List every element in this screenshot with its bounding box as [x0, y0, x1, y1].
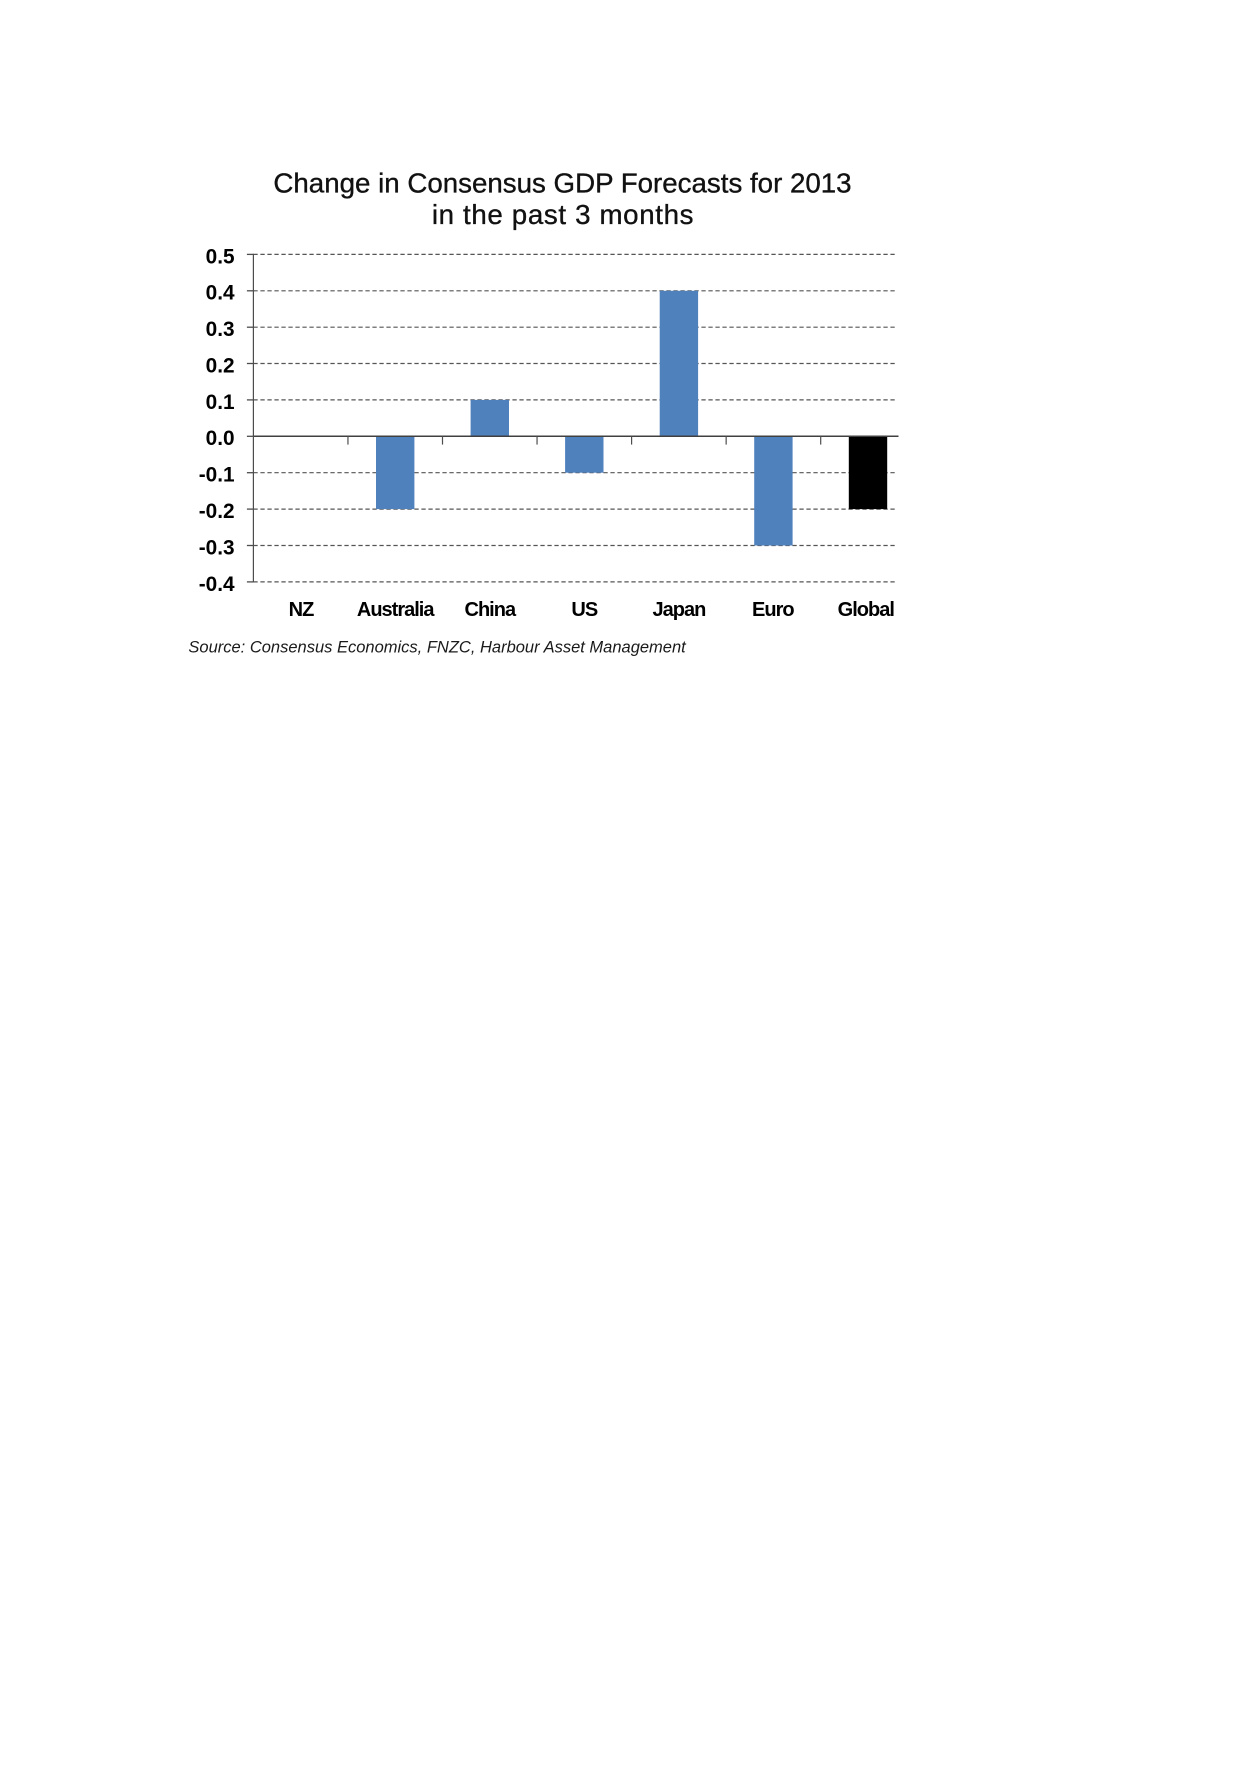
svg-text:0.5: 0.5 — [206, 245, 235, 268]
svg-text:0.0: 0.0 — [206, 427, 235, 450]
svg-text:Japan: Japan — [652, 599, 705, 621]
svg-text:Australia: Australia — [357, 599, 435, 621]
svg-text:-0.4: -0.4 — [199, 573, 235, 596]
svg-text:0.4: 0.4 — [206, 282, 235, 305]
svg-text:NZ: NZ — [289, 599, 314, 621]
svg-text:Source: Consensus Economics, F: Source: Consensus Economics, FNZC, Harbo… — [188, 639, 687, 657]
svg-text:Change in Consensus GDP Foreca: Change in Consensus GDP Forecasts for 20… — [273, 168, 851, 199]
svg-text:Euro: Euro — [752, 599, 794, 621]
svg-text:Global: Global — [838, 599, 895, 621]
svg-text:0.1: 0.1 — [206, 391, 235, 414]
svg-text:0.2: 0.2 — [206, 354, 235, 377]
svg-text:-0.2: -0.2 — [199, 500, 235, 523]
svg-text:China: China — [465, 599, 517, 621]
svg-text:-0.3: -0.3 — [199, 536, 235, 559]
svg-text:in the past 3 months: in the past 3 months — [432, 199, 694, 230]
svg-text:0.3: 0.3 — [206, 318, 235, 341]
svg-text:US: US — [571, 599, 597, 621]
svg-text:-0.1: -0.1 — [199, 464, 235, 487]
